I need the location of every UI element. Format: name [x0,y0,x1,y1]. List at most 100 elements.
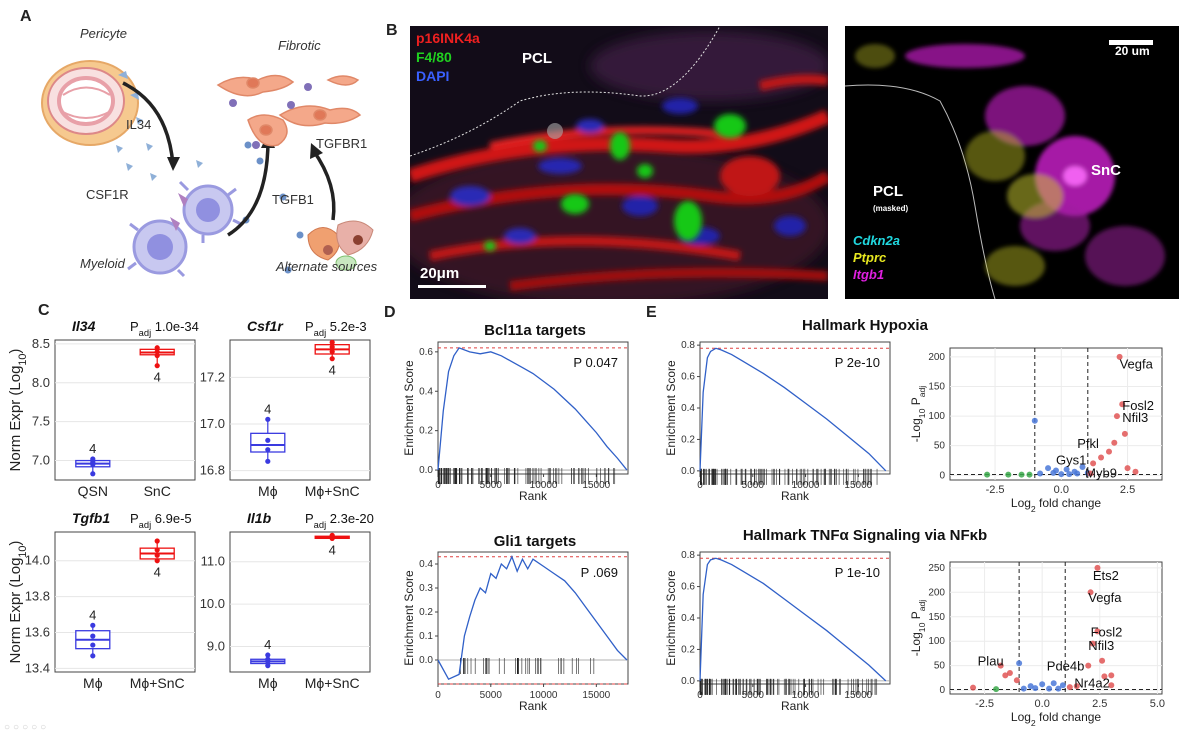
scale-bar-left [418,285,486,288]
enrichment-curve [699,557,887,682]
y-tick-label: 0 [939,685,945,696]
x-tick-label: -2.5 [975,698,994,710]
padj-label: Padj 2.3e-20 [305,511,374,530]
volcano-point [1113,413,1120,420]
tgfbr1-receptor-icon [229,83,312,149]
micrograph-left [410,26,828,299]
n-label: 4 [264,637,271,652]
y-tick-label: 150 [928,381,945,392]
gsea-plot-2: Hallmark Hypoxia 0.8 0.6 0.4 0.2 0.00 5000 1000… [664,317,929,503]
y-tick-label: 17.0 [200,416,225,431]
y-tick-label: 0.6 [681,582,695,593]
legend-ptprc: Ptprc [853,250,887,265]
alternate-sources-label: Alternate sources [276,259,378,274]
volcano-point [1050,680,1057,687]
x-tick-label: 0.0 [1054,484,1069,496]
y-tick-label: 50 [934,441,946,452]
data-point [154,552,160,558]
y-tick-label: 0.2 [419,426,433,437]
enrichment-curve [699,347,887,472]
fibroblast-icon [216,74,362,147]
x-tick-label: 5000 [742,480,765,491]
micrograph-right-image [845,26,1179,299]
alternate-arrow [311,148,336,221]
volcano-point [1085,662,1092,669]
y-tick-label: 200 [928,587,945,598]
y-tick-label: 50 [934,661,946,672]
volcano-point [1089,640,1096,647]
y-tick-label: 11.0 [201,554,225,569]
group-label: Mϕ+SnC [130,675,185,691]
y-tick-label: 8.5 [32,336,50,351]
panel-c-label: C [38,302,50,319]
x-axis-label: Rank [519,489,548,503]
il34-label: IL34 [126,117,152,132]
il34-arrow [122,81,175,166]
x-tick-label: 2.5 [1120,484,1135,496]
y-tick-label: 0.8 [681,340,695,351]
y-tick-label: 0 [939,470,945,481]
volcano-point [1108,682,1115,689]
panel-a-label: A [20,8,32,25]
y-tick-label: 0.4 [681,403,695,414]
volcano-point [1059,682,1066,689]
volcano-point [1002,672,1009,679]
pcl-label-left: PCL [522,50,552,67]
volcano-point [1098,454,1105,461]
volcano-point [1018,471,1025,478]
gsea-frame [699,341,891,475]
y-tick-label: 0.1 [419,631,433,642]
gene-label: Fosl2 [1091,624,1123,639]
group-label: Mϕ+SnC [305,483,360,499]
x-tick-label: 5000 [480,480,503,491]
tgfb1-arrow [227,139,270,237]
micrograph-right [845,26,1179,299]
x-tick-label: 5000 [742,690,765,701]
gsea-plot-3: Hallmark TNFα Signaling via NFκb 0.8 0.6 0.… [664,527,987,713]
masked-label: (masked) [873,204,909,213]
fibrotic-label: Fibrotic [278,38,321,53]
n-label: 4 [264,401,271,416]
boxplot-frame [229,531,371,673]
panel-b-label: B [386,22,398,39]
x-tick-label: 0 [435,690,441,701]
pcl-label-right: PCL [873,183,903,200]
boxplot-grid: 8.5 8.0 7.5 7.0 Il34 Padj 1.0e-34 4 QSN 4 SnC 17.2… [7,318,374,691]
volcano-point [1045,465,1052,472]
data-point [154,349,160,355]
boxplot-frame [229,339,371,481]
group-label: QSN [78,483,108,499]
gene-label: Gys1 [1056,453,1086,468]
snc-label: SnC [1091,162,1121,179]
volcano-point [1066,684,1073,691]
volcano-point [1079,463,1086,470]
y-tick-label: 10.0 [200,596,225,611]
x-axis-label: Log2 fold change [1011,710,1102,728]
gene-name: Csf1r [247,318,284,334]
y-tick-label: 0.2 [681,644,695,655]
data-point [265,656,271,662]
data-point [329,356,335,362]
gene-name: Tgfb1 [72,510,110,526]
volcano-point [1031,417,1038,424]
gene-label: Vegfa [1088,590,1122,605]
volcano-point [997,662,1004,669]
data-point [90,622,96,628]
volcano-point [1094,628,1101,635]
alternate-cells-icon [307,220,374,271]
legend-f480: F4/80 [416,49,452,65]
gene-label: Nfil3 [1122,410,1148,425]
y-tick-label: 0.6 [681,372,695,383]
volcano-point [1116,353,1123,360]
y-tick-label: 9.0 [207,639,225,654]
scale-label-left: 20μm [420,265,460,282]
padj-label: Padj 6.9e-5 [130,511,192,530]
group-label: Mϕ+SnC [305,675,360,691]
x-axis-label: Log2 fold change [1011,496,1102,514]
y-tick-label: 200 [928,352,945,363]
tgfbr1-label: TGFBR1 [316,136,368,151]
boxplot-csf1r: 17.2 17.0 16.8 Csf1r Padj 5.2e-3 4 Mϕ 4 Mϕ+SnC [200,318,371,499]
volcano-point [1074,470,1081,477]
y-axis-label: Enrichment Score [664,360,678,456]
